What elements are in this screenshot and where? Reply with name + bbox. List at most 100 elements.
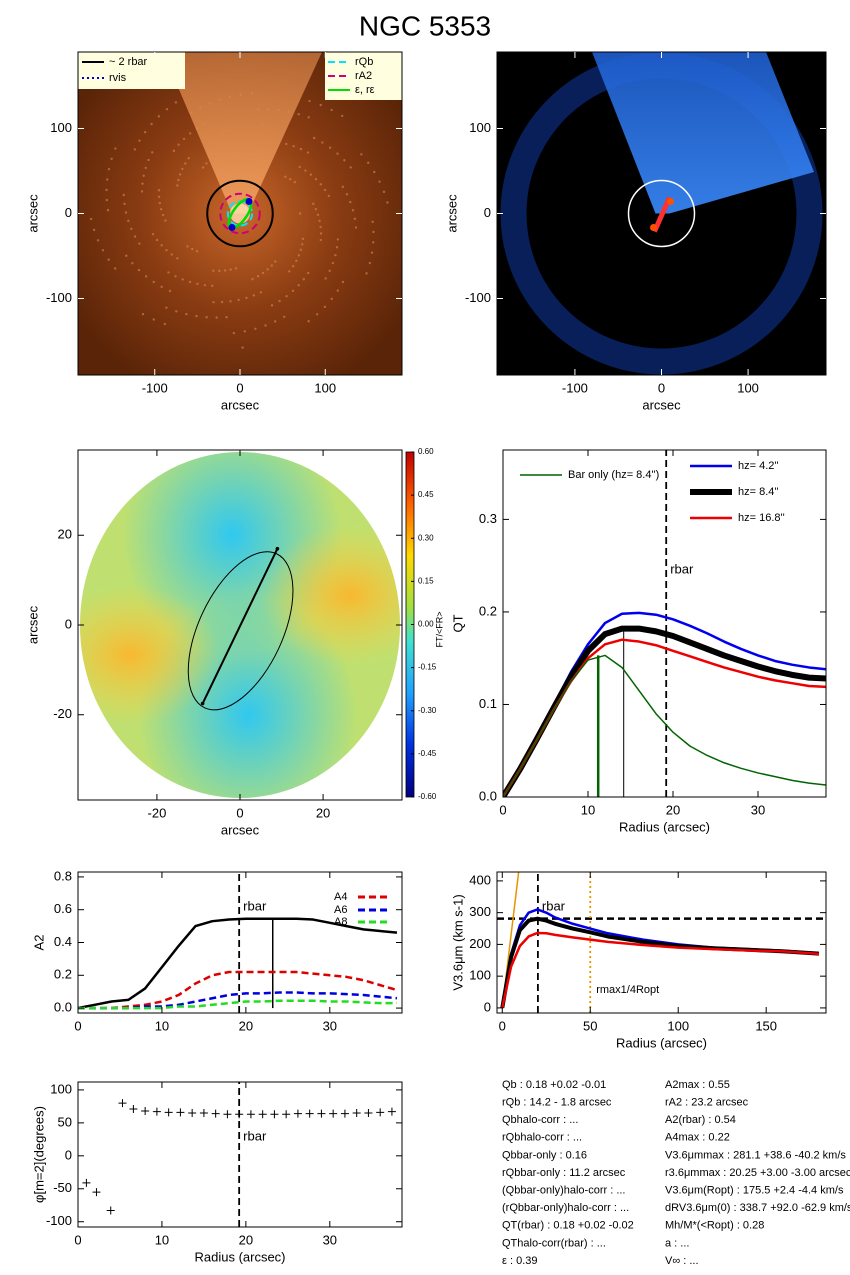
- image-speckle: [165, 107, 169, 111]
- image-speckle: [323, 188, 327, 192]
- data-point: [129, 1105, 138, 1114]
- x-tick-label: 100: [667, 1018, 689, 1033]
- image-speckle: [228, 95, 232, 99]
- image-speckle: [319, 225, 322, 229]
- image-speckle: [301, 243, 304, 246]
- x-tick-label: -100: [142, 380, 168, 395]
- image-speckle: [297, 284, 300, 287]
- colorbar-tick-label: 0.60: [418, 447, 434, 456]
- image-speckle: [324, 277, 327, 280]
- parameter: (Qbbar-only)halo-corr : ...: [502, 1185, 625, 1197]
- x-tick-label: 10: [581, 802, 595, 817]
- x-axis-label: arcsec: [221, 822, 260, 837]
- image-speckle: [157, 195, 161, 198]
- image-speckle: [160, 244, 163, 247]
- series-line: [503, 638, 826, 797]
- legend-box: [325, 52, 402, 100]
- image-speckle: [304, 169, 307, 172]
- x-tick-label: 0: [499, 1018, 506, 1033]
- image-speckle: [341, 280, 345, 284]
- y-tick-label: 0.1: [479, 696, 497, 711]
- radius-circle: [219, 192, 261, 235]
- data-point: [270, 1110, 279, 1119]
- image-speckle: [301, 237, 305, 241]
- image-speckle: [141, 182, 144, 185]
- image-speckle: [307, 116, 310, 119]
- image-speckle: [382, 190, 386, 194]
- x-axis-label: Radius (arcsec): [616, 1035, 707, 1050]
- x-tick-label: 10: [155, 1232, 169, 1247]
- image-speckle: [213, 154, 216, 157]
- image-speckle: [306, 271, 310, 275]
- y-tick-label: 100: [50, 120, 72, 135]
- image-speckle: [354, 226, 358, 229]
- image-speckle: [267, 108, 270, 111]
- image-speckle: [191, 247, 194, 251]
- image-speckle: [307, 320, 310, 323]
- image-fan: [163, 52, 322, 214]
- image-speckle: [205, 162, 208, 165]
- y-tick-label: 0: [484, 205, 491, 220]
- image-speckle: [152, 318, 155, 321]
- image-speckle: [298, 165, 301, 169]
- parameter: rQb : 14.2 - 1.8 arcsec: [502, 1097, 612, 1109]
- image-speckle: [188, 280, 192, 284]
- image-speckle: [295, 259, 298, 262]
- image-speckle: [316, 213, 320, 217]
- data-point: [352, 1108, 361, 1117]
- parameter: ε : 0.39: [502, 1255, 537, 1267]
- image-speckle: [328, 146, 332, 149]
- image-speckle: [220, 300, 224, 304]
- parameter: Qbhalo-corr : ...: [502, 1114, 578, 1126]
- image-speckle: [203, 283, 207, 287]
- x-tick-label: 0: [499, 802, 506, 817]
- image-speckle: [243, 330, 246, 333]
- reference-label: rbar: [243, 1128, 267, 1143]
- image-speckle: [107, 167, 111, 171]
- y-axis-label: arcsec: [444, 194, 459, 233]
- image-speckle: [336, 152, 339, 155]
- image-speckle: [142, 174, 145, 177]
- y-axis-label: V3.6μm (km s-1): [450, 894, 465, 990]
- image-speckle: [105, 198, 109, 202]
- legend-label: A8: [334, 916, 347, 928]
- colorbar-tick-label: -0.60: [418, 792, 437, 801]
- parameter: Mh/M*(<Ropt) : 0.28: [665, 1220, 764, 1232]
- image-speckle: [107, 258, 110, 261]
- image-speckle: [252, 124, 255, 127]
- x-tick-label: -20: [148, 805, 167, 820]
- colorbar-label: FT/<FR>: [434, 611, 444, 647]
- image-speckle: [133, 235, 137, 238]
- bar-end: [275, 546, 280, 551]
- colorbar-tick-label: 0.30: [418, 533, 434, 542]
- parameter: a : ...: [665, 1237, 689, 1249]
- colorbar-tick-label: -0.15: [418, 663, 437, 672]
- parameter: QThalo-corr(rbar) : ...: [502, 1237, 606, 1249]
- image-speckle: [386, 201, 389, 204]
- image-speckle: [250, 155, 254, 159]
- image-speckle: [345, 193, 349, 196]
- image-speckle: [262, 154, 265, 158]
- image-speckle: [334, 253, 337, 257]
- image-speckle: [312, 136, 316, 140]
- image-speckle: [284, 175, 287, 179]
- legend-label: Bar only (hz= 8.4''): [568, 469, 659, 481]
- image-speckle: [297, 112, 300, 116]
- y-tick-label: 0.0: [54, 1000, 72, 1015]
- image-speckle: [199, 106, 202, 109]
- image-speckle: [283, 315, 286, 319]
- image-speckle: [254, 327, 257, 330]
- image-speckle: [252, 294, 256, 297]
- bar-end: [245, 198, 253, 205]
- image-speckle: [106, 208, 110, 212]
- reference-label: rbar: [670, 561, 694, 576]
- image-speckle: [195, 314, 198, 318]
- legend-label: hz= 16.8'': [738, 512, 785, 524]
- parameter: A4max : 0.22: [665, 1132, 730, 1144]
- image-speckle: [341, 185, 345, 189]
- image-speckle: [372, 230, 375, 234]
- series-line: [78, 917, 398, 1010]
- x-tick-label: 30: [751, 802, 765, 817]
- parameter: dRV3.6μm(0) : 338.7 +92.0 -62.9 km/s/kpc: [665, 1202, 850, 1214]
- parameter: rA2 : 23.2 arcsec: [665, 1097, 749, 1109]
